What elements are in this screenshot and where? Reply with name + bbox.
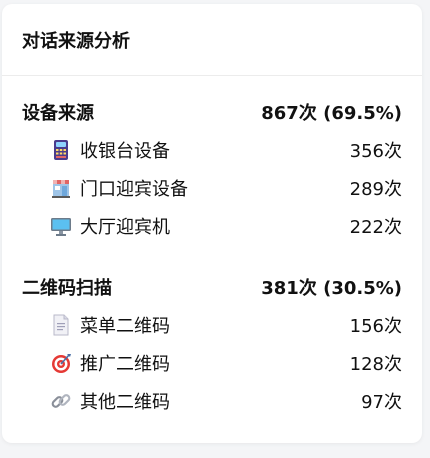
list-item: 门口迎宾设备 289次 bbox=[22, 176, 402, 200]
list-item: 菜单二维码 156次 bbox=[22, 313, 402, 337]
qrcode-source-label: 二维码扫描 bbox=[22, 278, 112, 299]
pos-terminal-icon bbox=[54, 140, 68, 160]
target-icon bbox=[52, 354, 71, 373]
card-title: 对话来源分析 bbox=[22, 30, 130, 52]
card-header: 对话来源分析 bbox=[2, 4, 422, 76]
qrcode-source-section: 二维码扫描 381次 (30.5%) 菜单二维码 156次 bbox=[22, 275, 402, 413]
item-count: 97次 bbox=[361, 392, 402, 413]
item-count: 128次 bbox=[349, 354, 402, 375]
item-label: 推广二维码 bbox=[80, 354, 170, 375]
item-count: 356次 bbox=[349, 141, 402, 162]
item-label: 门口迎宾设备 bbox=[80, 179, 188, 200]
document-icon bbox=[53, 314, 69, 336]
list-item: 大厅迎宾机 222次 bbox=[22, 214, 402, 238]
list-item: 收银台设备 356次 bbox=[22, 138, 402, 162]
conversation-source-card: 对话来源分析 设备来源 867次 (69.5%) 收银台设备 bbox=[2, 4, 422, 443]
item-label: 其他二维码 bbox=[80, 392, 170, 413]
device-source-label: 设备来源 bbox=[22, 103, 94, 124]
item-label: 大厅迎宾机 bbox=[80, 217, 170, 238]
item-label: 菜单二维码 bbox=[80, 316, 170, 337]
monitor-icon bbox=[51, 218, 71, 236]
item-count: 289次 bbox=[349, 179, 402, 200]
device-source-section: 设备来源 867次 (69.5%) 收银台设备 356次 bbox=[22, 100, 402, 238]
list-item: 其他二维码 97次 bbox=[22, 389, 402, 413]
qrcode-source-summary: 381次 (30.5%) bbox=[261, 278, 402, 299]
storefront-icon bbox=[52, 180, 70, 198]
device-source-summary: 867次 (69.5%) bbox=[261, 103, 402, 124]
link-icon bbox=[51, 394, 71, 408]
list-item: 推广二维码 128次 bbox=[22, 351, 402, 375]
item-count: 156次 bbox=[349, 316, 402, 337]
item-label: 收银台设备 bbox=[80, 141, 170, 162]
device-source-header: 设备来源 867次 (69.5%) bbox=[22, 100, 402, 124]
item-count: 222次 bbox=[349, 217, 402, 238]
qrcode-source-header: 二维码扫描 381次 (30.5%) bbox=[22, 275, 402, 299]
